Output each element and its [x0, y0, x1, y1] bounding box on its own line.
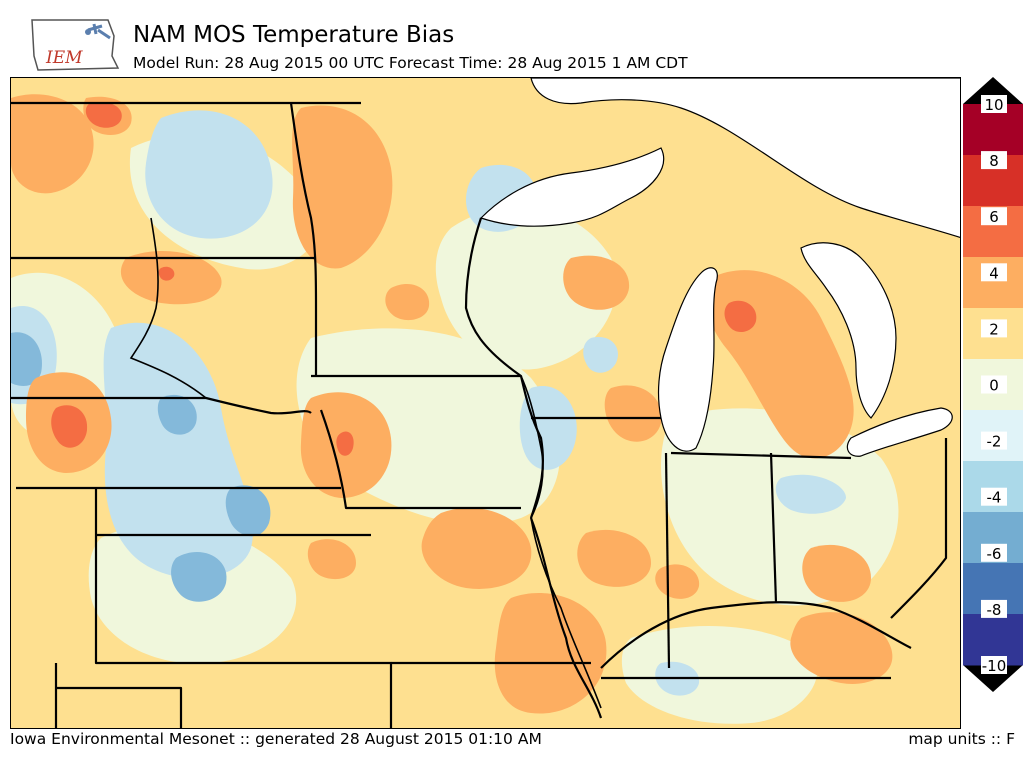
- cold-zone-wyoming: [157, 394, 197, 435]
- map-canvas: [11, 78, 960, 728]
- cool-zone-western: [103, 322, 254, 579]
- cool-zone-wisconsin: [583, 337, 619, 373]
- colorbar-tick-bg: [981, 151, 1007, 170]
- warm-zone-minnesota: [292, 105, 393, 269]
- warm-zone-kansas: [307, 539, 356, 580]
- colorbar-tick-bg: [981, 375, 1007, 394]
- hot-zone-iowa: [336, 431, 354, 456]
- iem-logo: IEM: [28, 16, 120, 74]
- colorbar-top-arrow: [963, 77, 1023, 104]
- border-mo-east: [529, 517, 603, 719]
- colorbar-tick-bg: [981, 543, 1007, 562]
- footer-units: map units :: F: [908, 730, 1015, 748]
- cold-zone-montana-west: [11, 332, 42, 386]
- colorbar-tick-label: -4: [987, 489, 1002, 507]
- cold-zone-colorado-north: [225, 485, 271, 537]
- warm-zone-kentucky: [790, 612, 893, 684]
- colorbar-tick-bg: [981, 95, 1007, 113]
- page-title: NAM MOS Temperature Bias: [133, 22, 455, 48]
- hot-zone-south-dakota: [158, 266, 175, 281]
- rivers: [129, 217, 602, 709]
- warm-zone-michigan-south: [604, 385, 662, 442]
- hot-zone-michigan: [724, 300, 757, 333]
- colorbar-tick-label: -6: [987, 545, 1002, 563]
- logo-text: IEM: [46, 48, 83, 68]
- colorbar-ticks: 10 8 6 4 2 0 -2 -4 -6 -8 -10: [981, 95, 1007, 675]
- cool-zone-north-dakota: [145, 110, 273, 239]
- border-ia-mo: [319, 409, 521, 510]
- colorbar-bottom-arrow: [963, 665, 1023, 692]
- cool-zone-ohio: [775, 474, 846, 514]
- iowa-outline-logo-icon: [31, 19, 120, 71]
- colorbar-tick-label: -8: [987, 601, 1002, 619]
- colorbar-tick-bg: [981, 319, 1007, 338]
- border-mi-oh: [670, 451, 852, 460]
- colorbar-svg: 10 8 6 4 2 0 -2 -4 -6 -8 -10: [963, 77, 1023, 692]
- border-mn-west: [289, 102, 318, 376]
- state-borders: [11, 101, 948, 728]
- lake-erie: [846, 407, 953, 457]
- neutral-zone-wisconsin: [435, 206, 617, 370]
- colorbar-tick-label: 8: [989, 152, 999, 170]
- missouri-river: [129, 217, 207, 399]
- footer-credit: Iowa Environmental Mesonet :: generated …: [10, 730, 542, 748]
- colorbar-tick-bg: [981, 263, 1007, 282]
- temperature-bias-map: [10, 77, 961, 729]
- colorbar-tick-label: 6: [989, 208, 999, 226]
- warm-zone-illinois: [577, 529, 651, 587]
- border-ok-tx: [94, 488, 393, 728]
- color-legend: 10 8 6 4 2 0 -2 -4 -6 -8 -10: [963, 77, 1024, 692]
- warm-zone-minnesota-south: [385, 284, 430, 321]
- bias-cold-zones: [11, 332, 271, 602]
- cool-zone-iowa-illinois: [519, 386, 577, 470]
- border-in-oh: [769, 452, 778, 604]
- colorbar-tick-label: 2: [989, 320, 999, 338]
- lake-huron: [800, 242, 897, 419]
- colorbar-tick-label: 0: [989, 377, 999, 395]
- mississippi-river: [520, 375, 602, 709]
- warm-zone-arkansas: [494, 593, 607, 714]
- warm-zone-indiana: [802, 544, 871, 602]
- border-tx-panhandle: [54, 663, 183, 728]
- border-il-in: [664, 452, 671, 669]
- warm-zone-wisconsin: [563, 255, 630, 310]
- cold-zone-colorado-south: [171, 552, 227, 602]
- border-sd-ne: [11, 396, 312, 415]
- colorbar-tick-bg: [981, 599, 1007, 618]
- border-ohio-river: [600, 601, 912, 669]
- neutral-zone-south: [621, 626, 818, 724]
- colorbar-tick-bg: [981, 487, 1007, 506]
- warm-zone-northwest: [11, 94, 94, 194]
- colorbar-tick-label: -10: [982, 657, 1007, 675]
- border-oh-east: [890, 438, 948, 619]
- warm-zone-missouri: [421, 507, 532, 589]
- colorbar-tick-label: 10: [984, 96, 1003, 114]
- colorbar-tick-label: 4: [989, 264, 999, 282]
- colorbar-tick-bg: [981, 431, 1007, 450]
- bias-hot-zones: [51, 101, 757, 456]
- lake-michigan: [657, 267, 718, 452]
- northern-water: [530, 78, 960, 238]
- page-subtitle: Model Run: 28 Aug 2015 00 UTC Forecast T…: [133, 54, 688, 72]
- colorbar-tick-bg: [981, 207, 1007, 226]
- colorbar-tick-label: -2: [987, 433, 1002, 451]
- warm-zone-tennessee: [655, 564, 700, 599]
- colorbar-tick-bg: [981, 656, 1007, 674]
- hot-zone-north-dakota: [85, 101, 122, 128]
- lake-superior: [479, 147, 665, 227]
- hot-zone-nebraska: [51, 405, 88, 448]
- great-lakes: [479, 78, 960, 457]
